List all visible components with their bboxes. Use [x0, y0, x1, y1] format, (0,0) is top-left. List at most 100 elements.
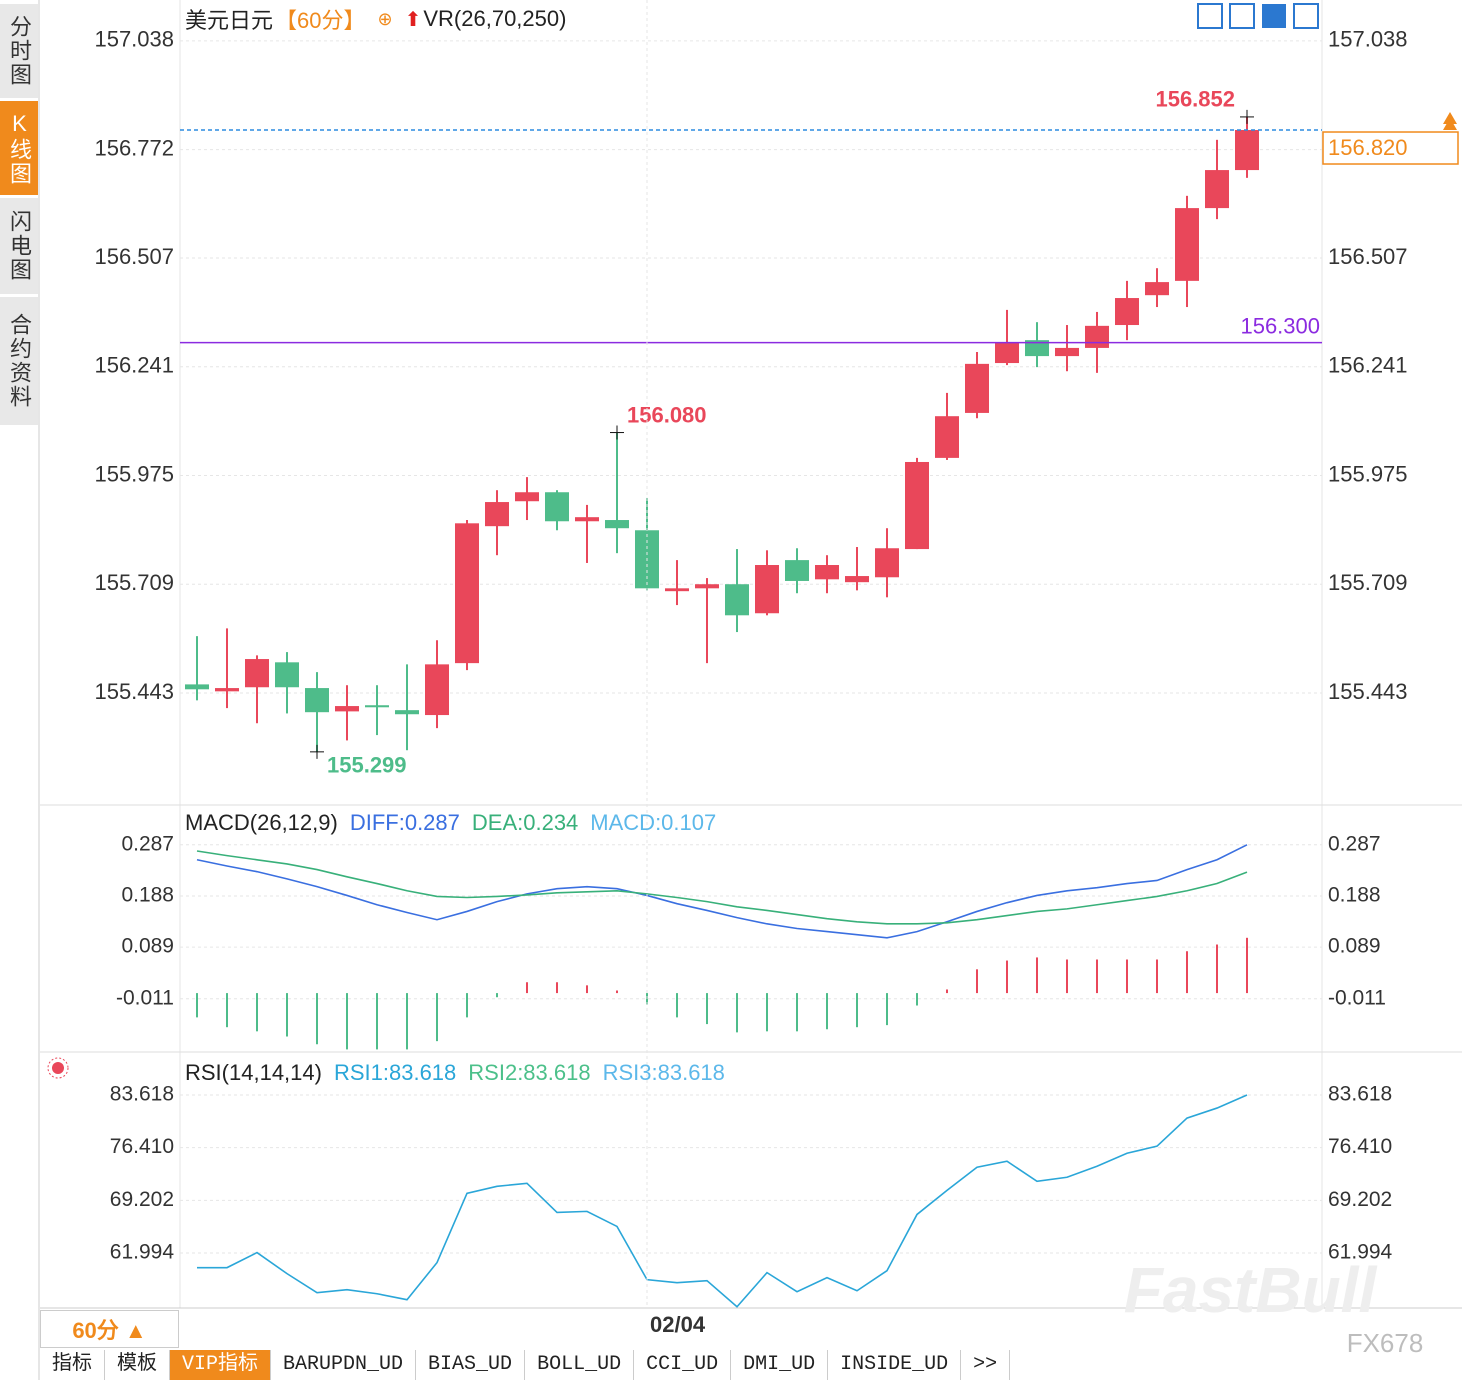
side-tab[interactable]: 合约资料: [0, 297, 38, 425]
candle-body: [1085, 325, 1109, 348]
y-tick-label: 156.241: [94, 353, 174, 378]
y-tick-label: 157.038: [94, 27, 174, 52]
extreme-label: 156.852: [1155, 87, 1235, 112]
y-tick-label-right: 156.241: [1328, 353, 1408, 378]
y-tick-label: -0.011: [116, 986, 174, 1009]
candle-body: [305, 688, 329, 713]
y-tick-label: 0.089: [121, 935, 174, 958]
y-tick-label-right: 155.443: [1328, 679, 1408, 704]
legend-item: MACD:0.107: [590, 810, 717, 835]
legend-item: RSI3:83.618: [602, 1060, 725, 1085]
candle-body: [1175, 208, 1199, 281]
candle-body: [545, 492, 569, 522]
y-tick-label: 155.443: [94, 679, 174, 704]
watermark: FX678: [1347, 1328, 1424, 1358]
candle-body: [185, 684, 209, 690]
candle-body: [1115, 298, 1139, 326]
tab[interactable]: 模板: [105, 1350, 170, 1380]
candle-body: [965, 363, 989, 413]
candle-body: [605, 520, 629, 529]
extreme-label: 155.299: [327, 753, 407, 778]
candle-body: [575, 517, 599, 522]
y-tick-label: 156.772: [94, 135, 174, 160]
side-tab[interactable]: 闪电图: [0, 198, 38, 294]
candle-body: [485, 502, 509, 527]
settings-icon[interactable]: [47, 1057, 69, 1079]
add-icon[interactable]: ⊕: [377, 8, 393, 29]
candle-body: [695, 584, 719, 589]
tab[interactable]: 指标: [40, 1350, 105, 1380]
tab[interactable]: BARUPDN_UD: [271, 1350, 417, 1380]
candle-body: [815, 565, 839, 580]
y-tick-label: 61.994: [110, 1241, 175, 1264]
y-tick-label-right: 0.188: [1328, 883, 1381, 906]
tab[interactable]: CCI_UD: [634, 1350, 732, 1380]
legend-item: RSI1:83.618: [333, 1060, 457, 1085]
candle-body: [335, 706, 359, 712]
legend-item: RSI2:83.618: [468, 1060, 591, 1085]
icon[interactable]: [1229, 3, 1255, 29]
indicator[interactable]: VR(26,70,250): [423, 6, 567, 31]
candle-body: [215, 688, 239, 692]
candle-body: [395, 710, 419, 715]
candle-body: [275, 662, 299, 688]
candle-body: [1145, 282, 1169, 296]
y-tick-label: 0.188: [121, 883, 174, 906]
series-line: [197, 1094, 1248, 1308]
candle-body: [455, 523, 479, 664]
period[interactable]: 【60分】: [275, 8, 366, 33]
tab[interactable]: BIAS_UD: [416, 1350, 526, 1380]
extreme-label: 156.080: [627, 402, 707, 427]
y-tick-label-right: 157.038: [1328, 27, 1408, 52]
tab[interactable]: BOLL_UD: [525, 1350, 635, 1380]
candle-body: [1235, 130, 1259, 171]
y-tick-label: 156.507: [94, 244, 174, 269]
toolbar-icons[interactable]: [1197, 3, 1319, 29]
y-tick-label: 69.202: [110, 1188, 174, 1211]
side-tab[interactable]: 分时图: [0, 4, 38, 98]
price-arrow: [1443, 112, 1457, 130]
y-tick-label: 83.618: [110, 1083, 174, 1106]
tab-more[interactable]: >>: [961, 1350, 1011, 1380]
tab-active[interactable]: VIP指标: [170, 1350, 272, 1380]
candle-body: [785, 560, 809, 581]
last-price-tag: [1322, 131, 1459, 165]
candle-body: [1025, 340, 1049, 357]
y-tick-label-right: -0.011: [1328, 986, 1386, 1009]
candle-body: [995, 343, 1019, 364]
y-tick-label-right: 76.410: [1328, 1135, 1392, 1158]
symbol: 美元日元: [185, 8, 274, 33]
price-header: 美元日元 【60分】 ⊕ ⬆ VR(26,70,250): [185, 4, 566, 34]
candle-body: [245, 659, 269, 688]
macd-title: MACD(26,12,9): [185, 810, 338, 835]
series-line: [196, 850, 1248, 925]
rsi-legend: RSI(14,14,14) RSI1:83.618 RSI2:83.618 RSI3…: [185, 1058, 725, 1088]
macd-legend: MACD(26,12,9) DIFF:0.287 DEA:0.234 MACD:0.…: [185, 808, 716, 838]
icon[interactable]: [1262, 4, 1286, 28]
candle-body: [425, 664, 449, 716]
tab[interactable]: DMI_UD: [731, 1350, 829, 1380]
series-line: [196, 844, 1248, 939]
icon[interactable]: [1293, 3, 1319, 29]
y-tick-label-right: 0.089: [1328, 935, 1381, 958]
watermark: FastBull: [1124, 1254, 1378, 1326]
candle-body: [665, 588, 689, 592]
icon[interactable]: [1197, 3, 1223, 29]
side-tab-active[interactable]: K线图: [0, 101, 38, 195]
y-tick-label: 155.709: [94, 570, 174, 595]
candle-body: [875, 548, 899, 578]
period-button[interactable]: 60分 ▲: [40, 1310, 179, 1348]
y-tick-label-right: 156.507: [1328, 244, 1408, 269]
candle-body: [365, 705, 389, 708]
tab[interactable]: INSIDE_UD: [828, 1350, 962, 1380]
y-tick-label: 155.975: [94, 461, 174, 486]
candle-body: [725, 584, 749, 616]
legend-item: DEA:0.234: [471, 810, 579, 835]
candle-body: [515, 492, 539, 502]
candle-body: [1055, 347, 1079, 357]
candle-body: [935, 416, 959, 458]
y-tick-label-right: 0.287: [1328, 832, 1381, 855]
candle-body: [845, 576, 869, 583]
